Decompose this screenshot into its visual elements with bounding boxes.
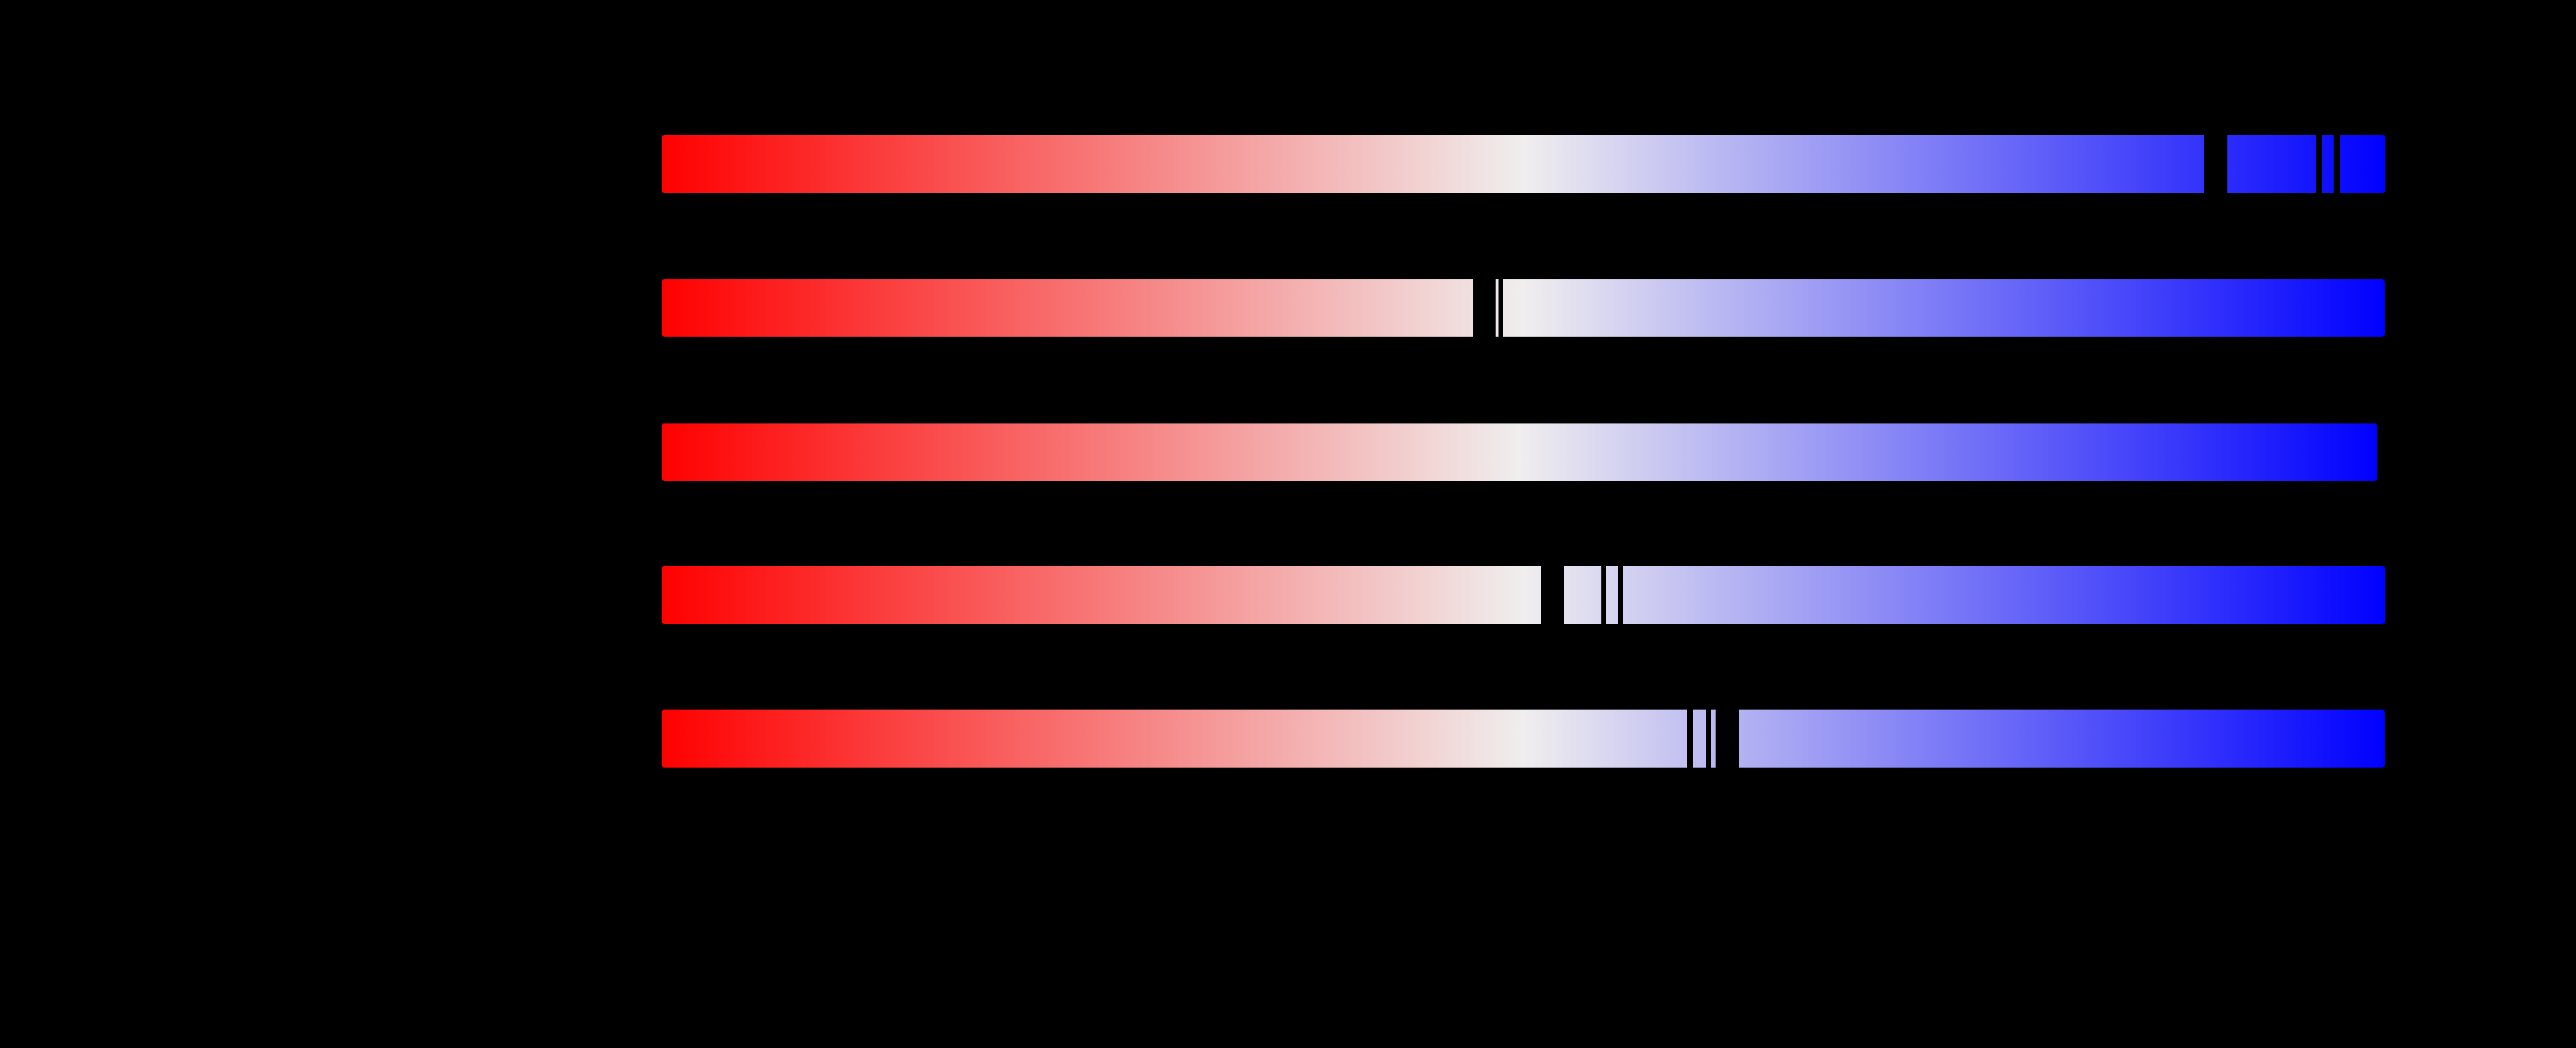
gradient-bar-row-4 (662, 565, 2385, 625)
gradient-bar-row-3 (662, 423, 2377, 481)
event-mark-thin (2334, 134, 2340, 194)
gradient-bar-row-5 (662, 709, 2385, 768)
gradient-bar-row-2 (662, 279, 2385, 337)
event-mark-thin (1618, 565, 1623, 625)
event-mark-thin (1706, 709, 1711, 768)
event-mark-thin (2316, 134, 2322, 194)
event-mark-thick (1716, 709, 1739, 768)
event-mark-thin (1499, 279, 1503, 337)
event-mark-thick (2204, 134, 2227, 194)
event-mark-thick (1541, 565, 1564, 625)
event-mark-thick (1473, 279, 1496, 337)
gradient-bar-row-1 (662, 134, 2385, 194)
event-mark-thin (1687, 709, 1693, 768)
event-mark-thin (1601, 565, 1606, 625)
